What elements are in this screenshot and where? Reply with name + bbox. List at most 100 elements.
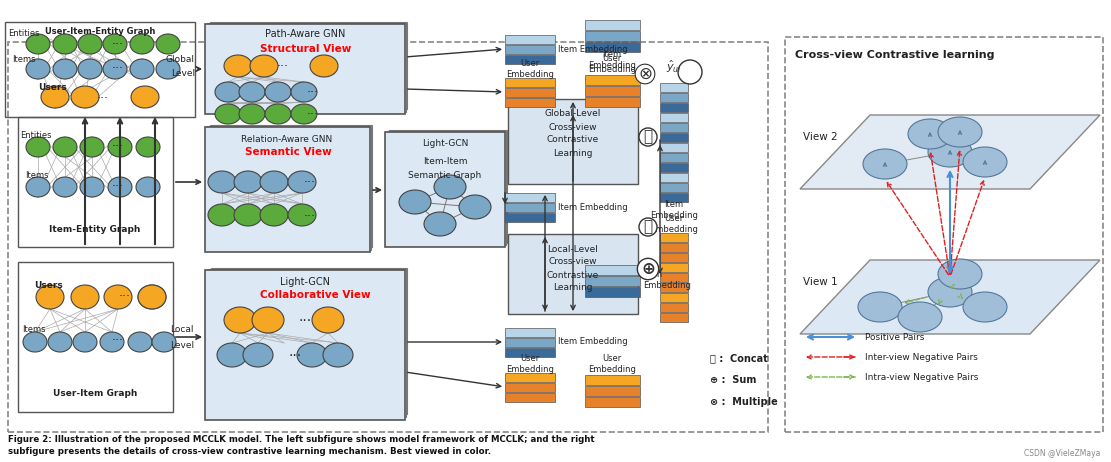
Text: View 1: View 1 [803, 277, 838, 287]
Bar [585, 386, 640, 396]
Ellipse shape [858, 292, 902, 322]
Bar [207, 126, 371, 250]
Bar [660, 233, 688, 242]
Bar [585, 20, 640, 30]
Bar [660, 103, 688, 112]
Bar [6, 22, 196, 117]
Text: User
Embedding: User Embedding [507, 354, 554, 374]
Bar [660, 193, 688, 202]
Bar [585, 375, 640, 385]
Bar [506, 45, 556, 54]
Ellipse shape [243, 343, 273, 367]
Ellipse shape [239, 104, 266, 124]
Bar [585, 97, 640, 107]
Ellipse shape [310, 55, 338, 77]
Ellipse shape [36, 285, 64, 309]
Bar [506, 328, 556, 337]
Bar [785, 37, 1103, 432]
Ellipse shape [260, 204, 288, 226]
Bar [506, 373, 556, 382]
Bar [506, 213, 556, 222]
Text: ...: ... [119, 286, 131, 298]
Text: ...: ... [307, 83, 319, 96]
Ellipse shape [104, 285, 132, 309]
Ellipse shape [323, 343, 353, 367]
Ellipse shape [130, 34, 154, 54]
Ellipse shape [216, 104, 241, 124]
Text: Learning: Learning [553, 284, 593, 292]
Text: Semantic View: Semantic View [246, 147, 332, 157]
Bar [18, 262, 173, 412]
Text: Relation-Aware GNN: Relation-Aware GNN [241, 134, 332, 144]
Ellipse shape [928, 277, 972, 307]
Bar [585, 75, 640, 85]
Ellipse shape [963, 292, 1007, 322]
Text: ⊗ :  Multiple: ⊗ : Multiple [710, 397, 778, 407]
Ellipse shape [291, 104, 317, 124]
Ellipse shape [266, 82, 291, 102]
Text: subfigure presents the details of cross-view contrastive learning mechanism. Bes: subfigure presents the details of cross-… [8, 448, 491, 456]
Ellipse shape [26, 177, 50, 197]
Text: Light-GCN: Light-GCN [422, 140, 468, 148]
Ellipse shape [136, 137, 160, 157]
Text: Entities: Entities [8, 30, 40, 38]
Bar [506, 383, 556, 392]
Text: Local: Local [170, 326, 194, 334]
Ellipse shape [73, 332, 97, 352]
Ellipse shape [928, 137, 972, 167]
Text: ⓘ :  Concat: ⓘ : Concat [710, 353, 768, 363]
Ellipse shape [108, 177, 132, 197]
Ellipse shape [208, 204, 236, 226]
Bar [660, 143, 688, 152]
Text: ...: ... [112, 57, 124, 71]
Ellipse shape [963, 147, 1007, 177]
Ellipse shape [131, 86, 159, 108]
Text: ...: ... [304, 172, 316, 186]
Text: Item Embedding: Item Embedding [558, 338, 628, 346]
Text: ...: ... [307, 104, 319, 117]
Text: Learning: Learning [553, 148, 593, 158]
Text: Items: Items [26, 170, 49, 180]
Text: Intra-view Negative Pairs: Intra-view Negative Pairs [865, 372, 979, 382]
Bar [389, 130, 507, 243]
Ellipse shape [103, 59, 127, 79]
Ellipse shape [53, 34, 77, 54]
Polygon shape [800, 115, 1100, 189]
Bar [585, 31, 640, 41]
Text: User
Embedding: User Embedding [507, 59, 554, 79]
Text: Global: Global [166, 55, 196, 63]
Text: User
Embedding: User Embedding [588, 354, 635, 374]
Text: ...: ... [112, 176, 124, 188]
Ellipse shape [53, 137, 77, 157]
Bar [660, 283, 688, 292]
Bar [207, 23, 406, 112]
Bar [206, 270, 406, 420]
Ellipse shape [26, 34, 50, 54]
Bar [660, 293, 688, 302]
Text: User
Embedding: User Embedding [650, 214, 698, 234]
Ellipse shape [288, 204, 316, 226]
Ellipse shape [217, 343, 247, 367]
Bar [208, 269, 406, 417]
Ellipse shape [208, 171, 236, 193]
Bar [585, 42, 640, 52]
Bar [506, 338, 556, 347]
Bar [660, 113, 688, 122]
Ellipse shape [128, 332, 152, 352]
Text: ...: ... [277, 56, 289, 69]
Text: Collaborative View: Collaborative View [260, 290, 371, 300]
Text: Users: Users [34, 280, 62, 290]
Text: Global-Level: Global-Level [544, 109, 601, 118]
Ellipse shape [41, 86, 69, 108]
Ellipse shape [26, 59, 50, 79]
Ellipse shape [71, 86, 99, 108]
Text: CSDN @VieleZMaya: CSDN @VieleZMaya [1023, 450, 1100, 458]
Text: ⓘ: ⓘ [643, 219, 652, 235]
Bar [211, 268, 407, 414]
Ellipse shape [71, 285, 99, 309]
Bar [506, 393, 556, 402]
Ellipse shape [291, 82, 317, 102]
Ellipse shape [863, 149, 907, 179]
Bar [8, 42, 768, 432]
Text: Cross-view: Cross-view [549, 257, 598, 267]
